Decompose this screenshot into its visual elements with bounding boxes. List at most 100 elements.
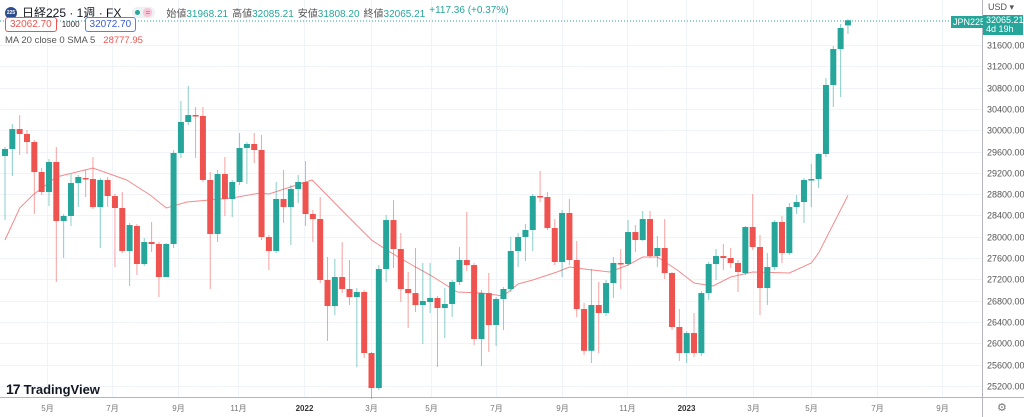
candle-body	[676, 327, 683, 353]
candle	[617, 249, 624, 289]
candle	[148, 222, 155, 253]
candle	[287, 184, 294, 246]
candle-body	[742, 227, 749, 274]
candle	[16, 115, 23, 156]
candle-body	[632, 232, 639, 241]
candle-body	[119, 207, 126, 252]
candle-body	[485, 293, 492, 325]
candle-body	[566, 213, 573, 261]
candle	[302, 161, 309, 226]
y-tick-label: 31200.00	[987, 62, 1024, 72]
x-tick-label: 5月	[41, 404, 53, 413]
candle-body	[67, 183, 74, 216]
candle	[625, 220, 632, 266]
time-axis[interactable]: 5月 7月 9月 11月 2022 3月 5月 7月 9月 11月 2023 3月 5月 7月 9月	[41, 404, 948, 413]
candle	[126, 223, 133, 287]
candle	[771, 220, 778, 271]
candle-body	[500, 288, 507, 300]
candle	[822, 78, 829, 157]
settings-icon[interactable]: ⚙	[997, 402, 1007, 414]
y-tick-label: 26800.00	[987, 297, 1024, 307]
candle-body	[705, 264, 712, 294]
candle	[639, 210, 646, 242]
candle-body	[434, 297, 441, 309]
candle	[676, 309, 683, 361]
candle-body	[683, 333, 690, 353]
candle-body	[551, 228, 558, 262]
candle	[500, 287, 507, 330]
candle-body	[515, 237, 522, 252]
tradingview-logo[interactable]: 17 TradingView	[6, 381, 100, 397]
price-axis[interactable]: 25200.00 25600.00 26000.00 26400.00 26800.00…	[987, 41, 1024, 392]
candle-body	[735, 263, 741, 273]
currency-selector[interactable]: USD ▾	[988, 2, 1015, 12]
candle-body	[844, 20, 851, 26]
candle	[705, 261, 712, 301]
candle-body	[295, 182, 302, 189]
y-tick-label: 28800.00	[987, 190, 1024, 200]
status-pill[interactable]: =	[132, 7, 156, 18]
candle-body	[302, 182, 309, 215]
candle	[800, 178, 807, 224]
candle-body	[155, 243, 162, 278]
candle-body	[617, 263, 624, 265]
candle	[324, 256, 331, 342]
candle	[632, 224, 639, 253]
candle-body	[669, 273, 676, 328]
candle	[647, 210, 654, 258]
candle-body	[192, 115, 199, 117]
low-label: 安値	[297, 9, 318, 20]
candle	[588, 269, 595, 364]
x-tick-label: 7月	[871, 404, 883, 413]
candle	[537, 170, 544, 203]
last-price-tag: 32065.21 4d 19h	[983, 15, 1024, 35]
candle-body	[397, 249, 404, 289]
candle	[581, 302, 588, 356]
candle	[551, 219, 558, 266]
candle	[53, 147, 60, 283]
candle	[177, 101, 184, 158]
candle	[485, 273, 492, 353]
candle-body	[309, 214, 316, 220]
candle	[844, 19, 851, 34]
candle	[493, 297, 500, 347]
sell-button[interactable]: 32062.70	[5, 17, 57, 32]
candle	[735, 260, 741, 293]
candle	[610, 256, 617, 298]
candle	[778, 215, 785, 264]
quantity[interactable]: 1000	[61, 20, 80, 29]
candle-body	[31, 142, 38, 173]
x-tick-label: 9月	[936, 404, 948, 413]
x-tick-label: 5月	[425, 404, 437, 413]
candle-body	[236, 147, 243, 183]
candle	[214, 170, 221, 243]
candle-body	[771, 222, 778, 267]
candle-body	[163, 243, 170, 278]
candle-body	[375, 269, 382, 389]
candle	[815, 152, 822, 189]
candle	[463, 211, 470, 271]
candle	[764, 252, 771, 306]
candle	[31, 139, 38, 215]
candle-body	[456, 260, 463, 283]
candle	[412, 247, 419, 312]
candle-body	[808, 179, 815, 181]
candle-body	[625, 232, 632, 265]
y-tick-label: 30400.00	[987, 105, 1024, 115]
candle-body	[133, 225, 140, 265]
indicator-legend[interactable]: MA 20 close 0 SMA 5 28777.95	[5, 35, 143, 46]
candle	[595, 282, 602, 353]
candle-body	[346, 288, 353, 298]
buy-button[interactable]: 32072.70	[84, 17, 137, 32]
candle-body	[45, 161, 52, 193]
candle	[133, 224, 140, 275]
candle	[185, 86, 192, 126]
candle-body	[778, 222, 785, 253]
y-tick-label: 26400.00	[987, 318, 1024, 328]
symbol-title[interactable]: 日経225 · 1週 · FX	[22, 6, 122, 20]
candle	[280, 170, 287, 224]
candle	[419, 263, 426, 344]
symbol-tag: JPN225	[951, 16, 988, 28]
candle	[45, 159, 52, 207]
